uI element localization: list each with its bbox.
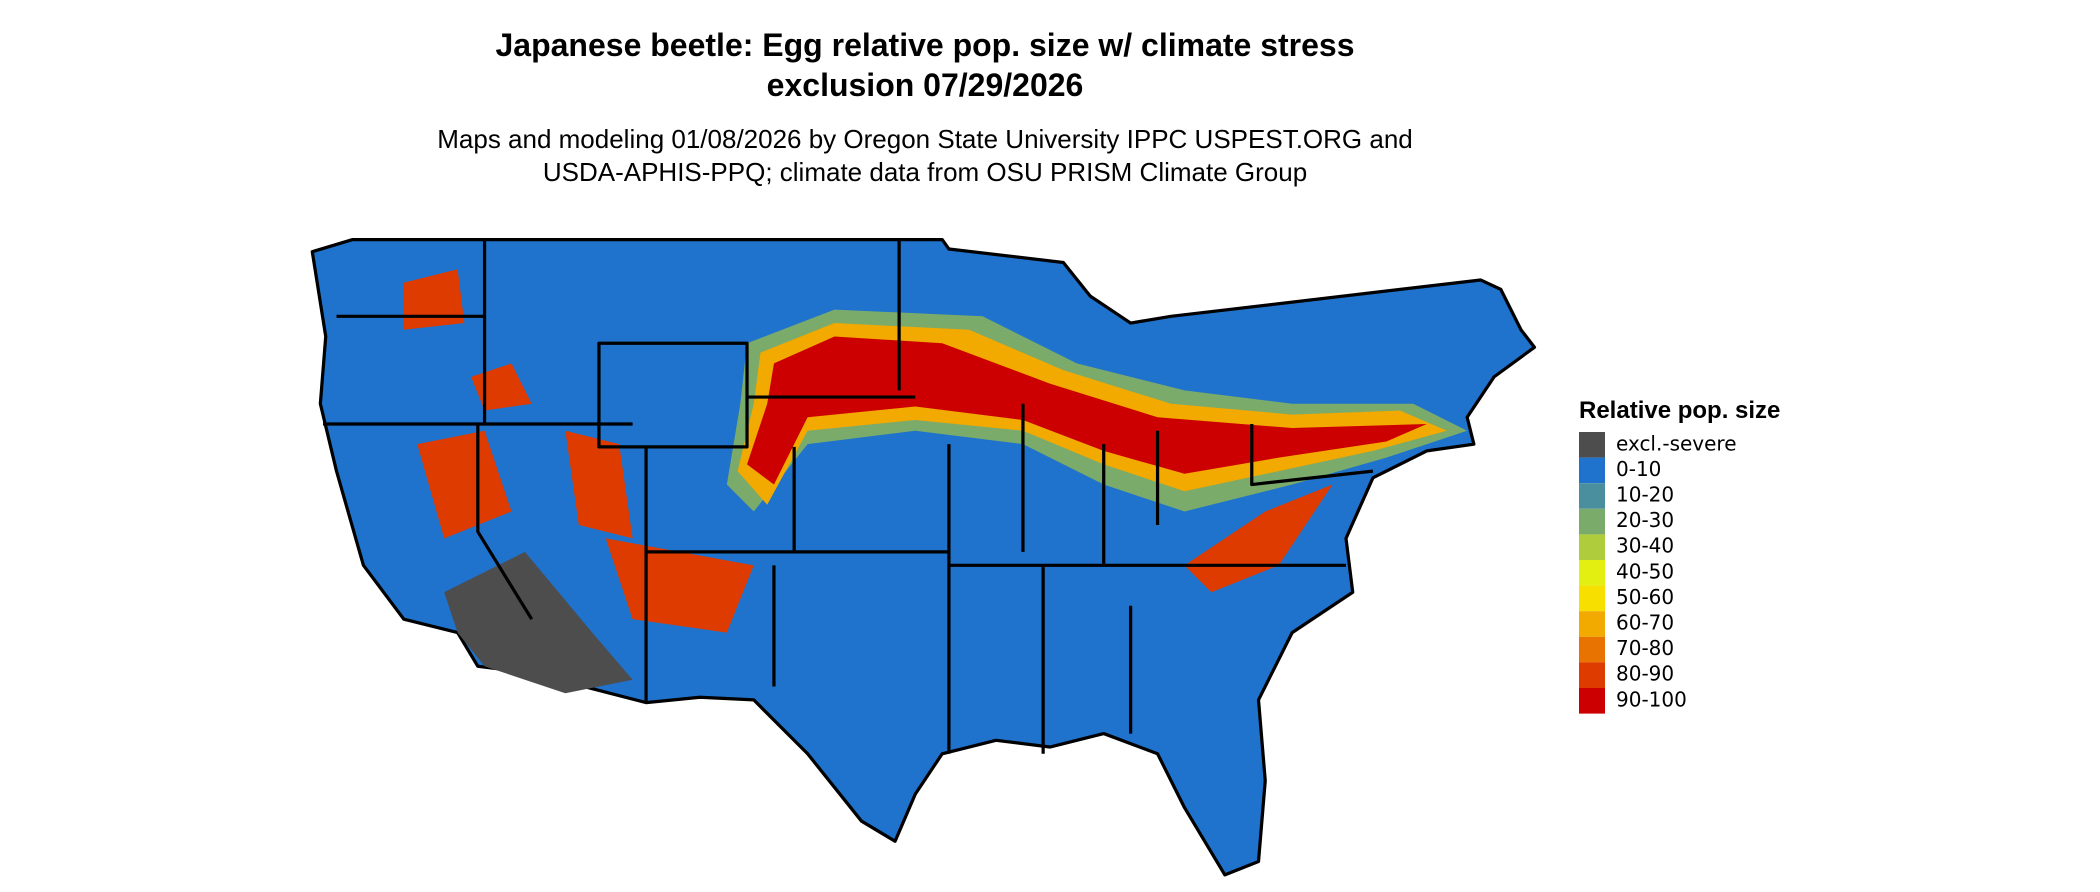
title-line: Japanese beetle: Egg relative pop. size …: [495, 27, 1354, 63]
state-borders: [323, 239, 1374, 754]
legend-label: 70-80: [1616, 636, 1674, 660]
legend-label: 30-40: [1616, 534, 1674, 558]
legend-swatch: [1579, 534, 1605, 560]
legend-label: 50-60: [1616, 585, 1674, 609]
legend-label: 10-20: [1616, 483, 1674, 507]
legend-swatch: [1579, 483, 1605, 509]
legend-label: 60-70: [1616, 611, 1674, 635]
legend-swatch: [1579, 432, 1605, 458]
title-line: exclusion 07/29/2026: [767, 67, 1084, 103]
legend-title: Relative pop. size: [1579, 397, 1780, 424]
legend-swatch: [1579, 636, 1605, 663]
legend-swatch: [1579, 611, 1605, 637]
legend-swatch: [1579, 457, 1605, 484]
us-map: [310, 237, 1537, 877]
subtitle-line: USDA-APHIS-PPQ; climate data from OSU PR…: [543, 157, 1307, 187]
legend-label: excl.-severe: [1616, 431, 1737, 455]
legend-swatch: [1579, 662, 1605, 688]
legend-swatch: [1579, 585, 1605, 612]
legend-label: 40-50: [1616, 559, 1674, 583]
suitability-patches: [403, 269, 1468, 633]
legend-label: 0-10: [1616, 457, 1661, 481]
legend-swatch: [1579, 508, 1605, 535]
legend-swatch: [1579, 688, 1605, 714]
legend-swatch: [1579, 560, 1605, 586]
legend-label: 20-30: [1616, 508, 1674, 532]
legend: excl.-severe0-1010-2020-3030-4040-5050-6…: [1579, 431, 1737, 714]
subtitle-line: Maps and modeling 01/08/2026 by Oregon S…: [437, 124, 1413, 154]
excluded-area: [444, 551, 633, 694]
legend-label: 90-100: [1616, 687, 1687, 711]
legend-label: 80-90: [1616, 662, 1674, 686]
